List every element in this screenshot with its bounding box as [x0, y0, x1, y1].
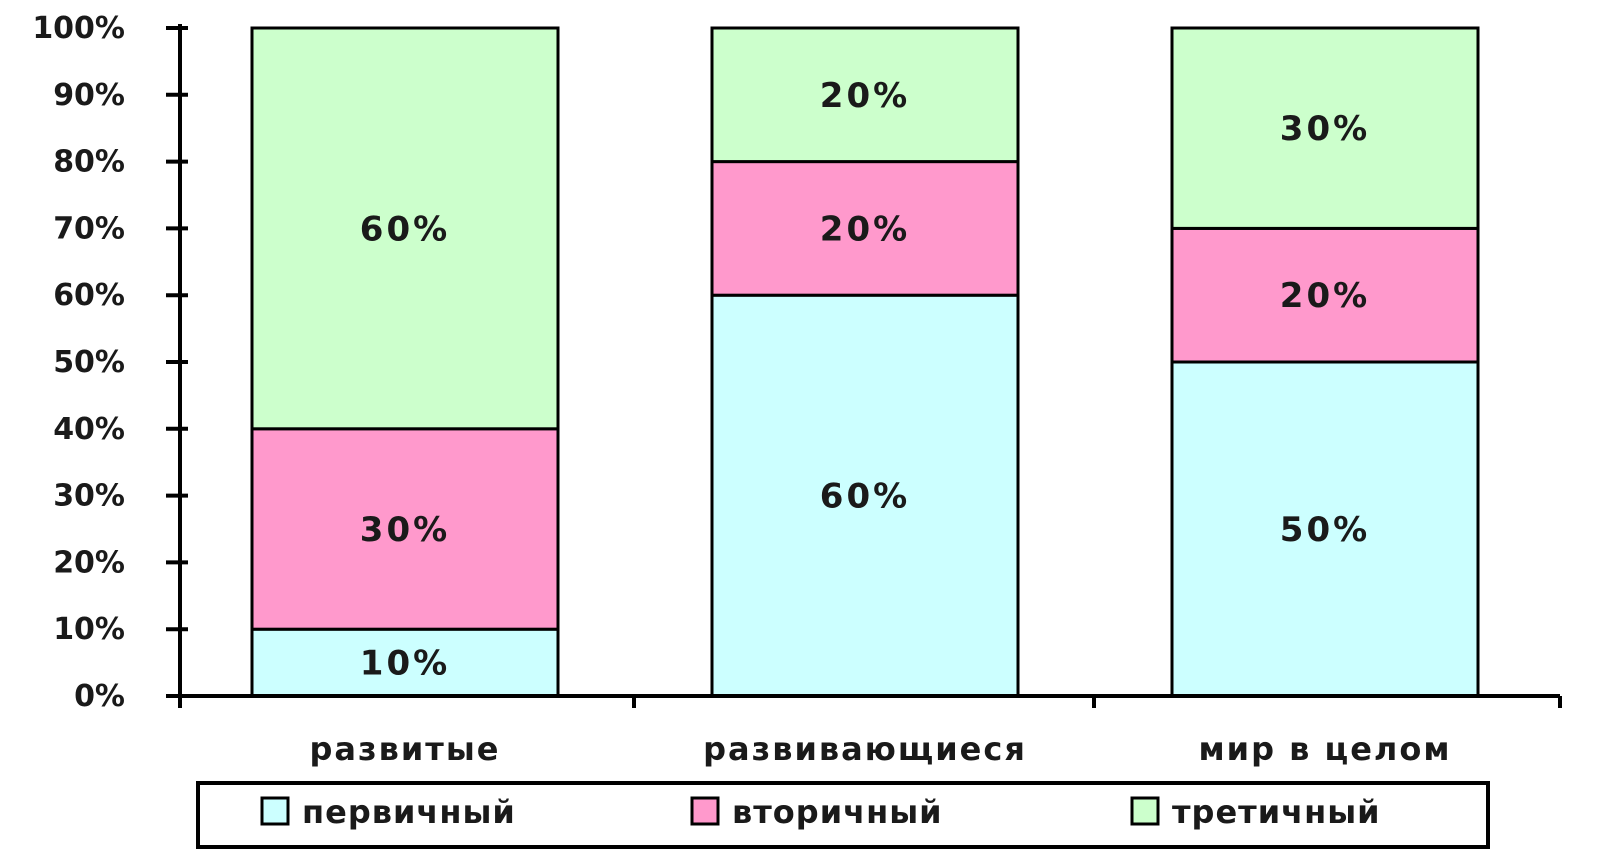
data-label: 20% — [820, 209, 910, 249]
legend-swatch — [690, 796, 720, 826]
data-label: 60% — [360, 209, 450, 249]
axes-group: развитые развивающиеся мир в целом 0% 10% 20%… — [32, 11, 1562, 768]
data-label: 20% — [820, 76, 910, 116]
y-tick-label: 90% — [53, 78, 125, 113]
y-tick-label: 100% — [32, 11, 125, 46]
bar-3-segment-2 — [1170, 226, 1480, 364]
y-tick-label: 10% — [53, 612, 125, 647]
legend-box — [196, 781, 1490, 849]
data-label: 10% — [360, 644, 450, 684]
data-label: 20% — [1280, 276, 1370, 316]
category-label: мир в целом — [1198, 730, 1451, 768]
bar-3-segment-3 — [1170, 26, 1480, 230]
bar-2-segment-1 — [710, 293, 1020, 698]
data-label: 30% — [360, 510, 450, 550]
y-tick-label: 0% — [74, 679, 125, 714]
data-label: 60% — [820, 477, 910, 517]
bar-2-segment-2 — [710, 160, 1020, 297]
legend-item-label: вторичный — [732, 793, 943, 831]
bar-1-segment-1 — [250, 627, 560, 698]
bar-2-segment-3 — [710, 26, 1020, 164]
y-tick-label: 70% — [53, 211, 125, 246]
bars-group: 10% 30% 60% 60% 20% 20% 50% 20% 30% — [250, 26, 1480, 698]
data-label: 30% — [1280, 109, 1370, 149]
legend-swatch — [1130, 796, 1160, 826]
y-tick-label: 40% — [53, 412, 125, 447]
legend-swatch — [260, 796, 290, 826]
y-tick-label: 80% — [53, 145, 125, 180]
category-label: развитые — [310, 730, 501, 768]
bar-1-segment-2 — [250, 427, 560, 631]
bar-1-segment-3 — [250, 26, 560, 431]
legend-item-label: третичный — [1172, 793, 1381, 831]
y-tick-label: 50% — [53, 345, 125, 380]
data-label: 50% — [1280, 510, 1370, 550]
legend-item-label: первичный — [302, 793, 516, 831]
legend: первичный вторичный третичный — [196, 781, 1490, 849]
category-label: развивающиеся — [703, 730, 1027, 768]
y-tick-label: 20% — [53, 545, 125, 580]
y-tick-label: 60% — [53, 278, 125, 313]
y-tick-label: 30% — [53, 479, 125, 514]
